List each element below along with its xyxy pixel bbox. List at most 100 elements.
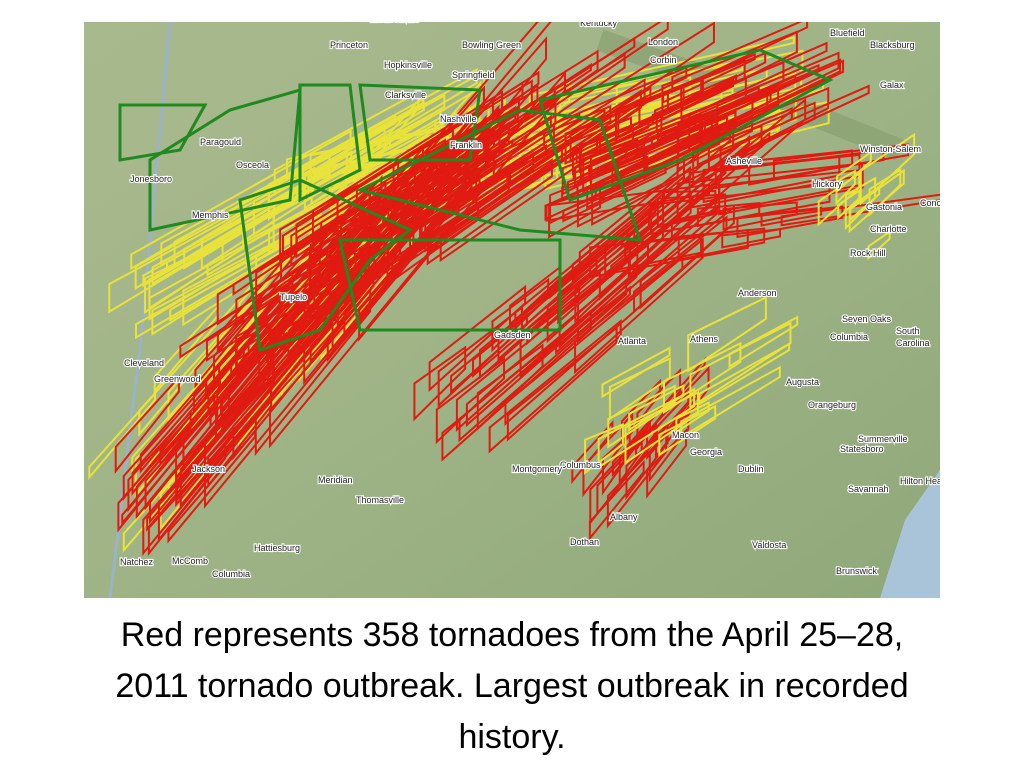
tornado-tracks [88,22,940,557]
place-label: Springfield [452,70,495,80]
tornado-track [492,104,612,181]
place-label: Princeton [330,40,368,50]
tornado-track [435,356,506,445]
place-label: Memphis [192,210,229,220]
place-label: Macon [672,430,699,440]
place-label: Thomasville [356,495,404,505]
tornado-track [601,346,671,399]
tornado-track [584,423,624,475]
tornado-track [650,183,831,235]
tornado-track [488,319,622,454]
ocean [880,470,940,598]
tornado-track [639,205,735,310]
place-label: Seven Oaks [842,314,892,324]
map-labels: Kentucky Madisonville Princeton Hopkinsvill… [119,14,974,580]
place-label: Rock Hill [850,248,886,258]
tornado-track [298,83,362,203]
tornado-track [728,315,799,369]
place-label: Winston-Salem [860,144,921,154]
tornado-track [216,204,362,326]
place-label: Atlanta [618,336,646,346]
place-label: Dublin [738,464,764,474]
tornado-track [405,109,621,262]
tornado-track [662,341,742,415]
tornado-track [458,279,628,443]
tornado-track [545,183,711,222]
tornado-track [707,86,830,171]
place-label: Charlotte [870,224,907,234]
place-label: Bowling Green [462,40,521,50]
tornado-track [608,356,671,421]
tornado-track [698,342,791,406]
place-label: Asheville [726,156,762,166]
place-label: McComb [172,556,208,566]
place-label: Hattiesburg [254,543,300,553]
tornado-track [472,230,629,379]
place-label: Paragould [200,137,241,147]
tornado-track [134,166,316,291]
place-label: Anderson [738,288,777,298]
place-label: Jonesboro [130,174,172,184]
place-label: Gadsden [494,330,531,340]
tornado-track [118,103,208,162]
tornado-track [149,367,266,525]
tornado-track [646,428,688,499]
place-label: Dothan [570,537,599,547]
place-label: Jackson [192,464,225,474]
tornado-track [594,133,718,202]
tornado-track [311,90,504,244]
tornado-track [662,189,717,227]
place-label: Statesboro [840,444,884,454]
tornado-track [148,87,302,232]
tornado-track [387,168,512,269]
tornado-track [572,126,634,176]
tornado-track [475,22,715,208]
tornado-track [844,176,877,231]
place-label: Hopkinsville [384,60,432,70]
tornado-track [859,132,916,206]
place-label: Hilton Head Island [900,476,974,486]
tornado-track [151,167,330,286]
tornado-track [651,78,735,126]
place-label: South [896,326,920,336]
place-label: Blacksburg [870,40,915,50]
place-label: Valdosta [752,540,786,550]
place-label: Gastonia [866,202,902,212]
tornado-track [707,63,820,125]
tornado-track [200,201,275,271]
place-label: London [648,37,678,47]
place-label: Osceola [236,160,269,170]
tornado-track [476,343,544,431]
tornado-track [661,30,798,122]
tornado-track [671,22,809,93]
place-label: Bluefield [830,28,865,38]
tornado-track [604,235,703,274]
tornado-track [358,83,482,162]
tornado-track [329,158,497,278]
place-label: Columbia [830,332,868,342]
place-label: Concor [920,198,949,208]
tornado-track [589,228,749,279]
tornado-track [267,155,331,221]
tornado-track [760,206,823,227]
tornado-track [273,90,420,196]
place-label: Hickory [812,179,843,189]
place-label: Columbia [212,569,250,579]
tornado-track [413,345,467,422]
caption-line: Red represents 358 tornadoes from the Ap… [121,616,903,654]
place-label: Madisonville [370,14,420,24]
place-label: Orangeburg [808,400,856,410]
place-label: Summerville [858,434,908,444]
place-label: Augusta [786,377,819,387]
place-label: Albany [610,512,638,522]
place-label: Carolina [896,338,930,348]
tornado-track [485,52,626,166]
tornado-track [450,312,528,395]
tornado-track [718,168,864,216]
tornado-track [721,228,782,249]
tornado-track [355,108,643,242]
place-label: Franklin [450,140,482,150]
tornado-track [646,389,698,461]
tornado-track [88,390,157,481]
tornado-track [114,374,180,474]
